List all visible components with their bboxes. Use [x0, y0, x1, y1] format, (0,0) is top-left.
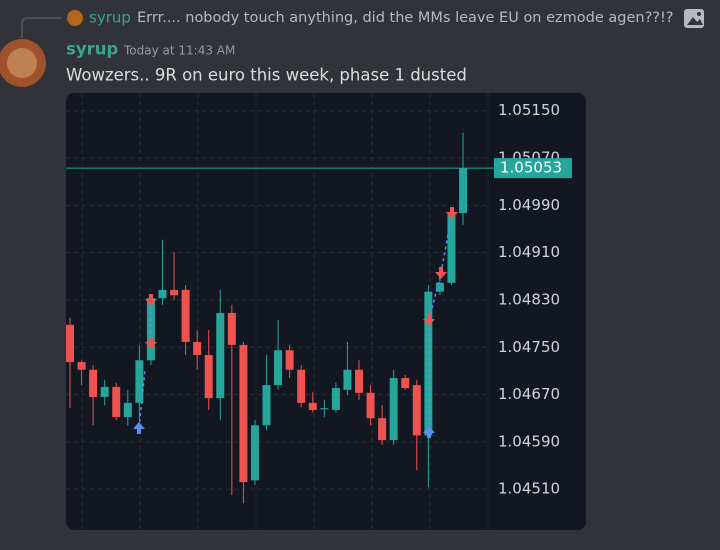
candle-body — [216, 312, 225, 399]
candle-body — [170, 289, 179, 296]
candle-body — [135, 360, 144, 403]
trade-markers — [133, 207, 458, 438]
reply-line — [21, 17, 62, 38]
candle-body — [435, 282, 444, 292]
y-tick-label: 1.04670 — [498, 385, 560, 403]
reply-text[interactable]: Errr.... nobody touch anything, did the … — [137, 10, 673, 26]
last-price-box — [494, 158, 572, 179]
candle-body — [250, 425, 259, 481]
timestamp: Today at 11:43 AM — [123, 44, 235, 58]
candle-body — [285, 350, 294, 370]
candle-body — [181, 289, 190, 342]
candle-body — [320, 408, 329, 410]
reply-avatar[interactable] — [67, 10, 83, 26]
candle-body — [262, 385, 271, 426]
candle-body — [66, 324, 74, 363]
y-tick-label: 1.04990 — [498, 196, 560, 214]
candle-body — [412, 385, 421, 436]
candle-body — [297, 369, 306, 403]
candle-body — [274, 350, 283, 386]
candle-body — [123, 402, 132, 418]
candle-body — [366, 392, 375, 419]
candle-body — [459, 168, 468, 214]
y-tick-label: 1.04510 — [498, 480, 560, 498]
candle-body — [355, 369, 363, 393]
candle-body — [401, 378, 410, 389]
candle-body — [378, 418, 387, 441]
candle-body — [389, 378, 398, 441]
image-icon — [684, 9, 704, 28]
y-tick-label: 1.05150 — [498, 101, 560, 119]
candle-body — [227, 312, 236, 345]
candle-body — [89, 369, 98, 397]
reply-author[interactable]: syrup — [89, 9, 131, 27]
candle-body — [158, 289, 167, 299]
candle-body — [193, 341, 202, 355]
candle-body — [308, 402, 317, 410]
y-tick-label: 1.04590 — [498, 432, 560, 450]
y-tick-label: 1.04750 — [498, 338, 560, 356]
candle-body — [112, 386, 121, 418]
candle-body — [77, 362, 86, 370]
avatar-detail — [7, 48, 37, 78]
y-tick-label: 1.04830 — [498, 290, 560, 308]
message-text: Wowzers.. 9R on euro this week, phase 1 … — [66, 66, 467, 85]
candle-body — [239, 344, 248, 483]
chart-image[interactable]: 1.04510 1.04590 1.04670 1.04750 1.04830 1.049… — [66, 93, 586, 530]
candle-body — [204, 354, 213, 399]
candle-body — [343, 369, 352, 390]
candle-body — [447, 213, 456, 283]
author[interactable]: syrup — [66, 40, 118, 59]
last-price-label: 1.05053 — [500, 159, 562, 177]
y-tick-label: 1.04910 — [498, 243, 560, 261]
candle-body — [100, 386, 109, 397]
candle-body — [331, 388, 340, 410]
candle-body — [146, 298, 155, 361]
